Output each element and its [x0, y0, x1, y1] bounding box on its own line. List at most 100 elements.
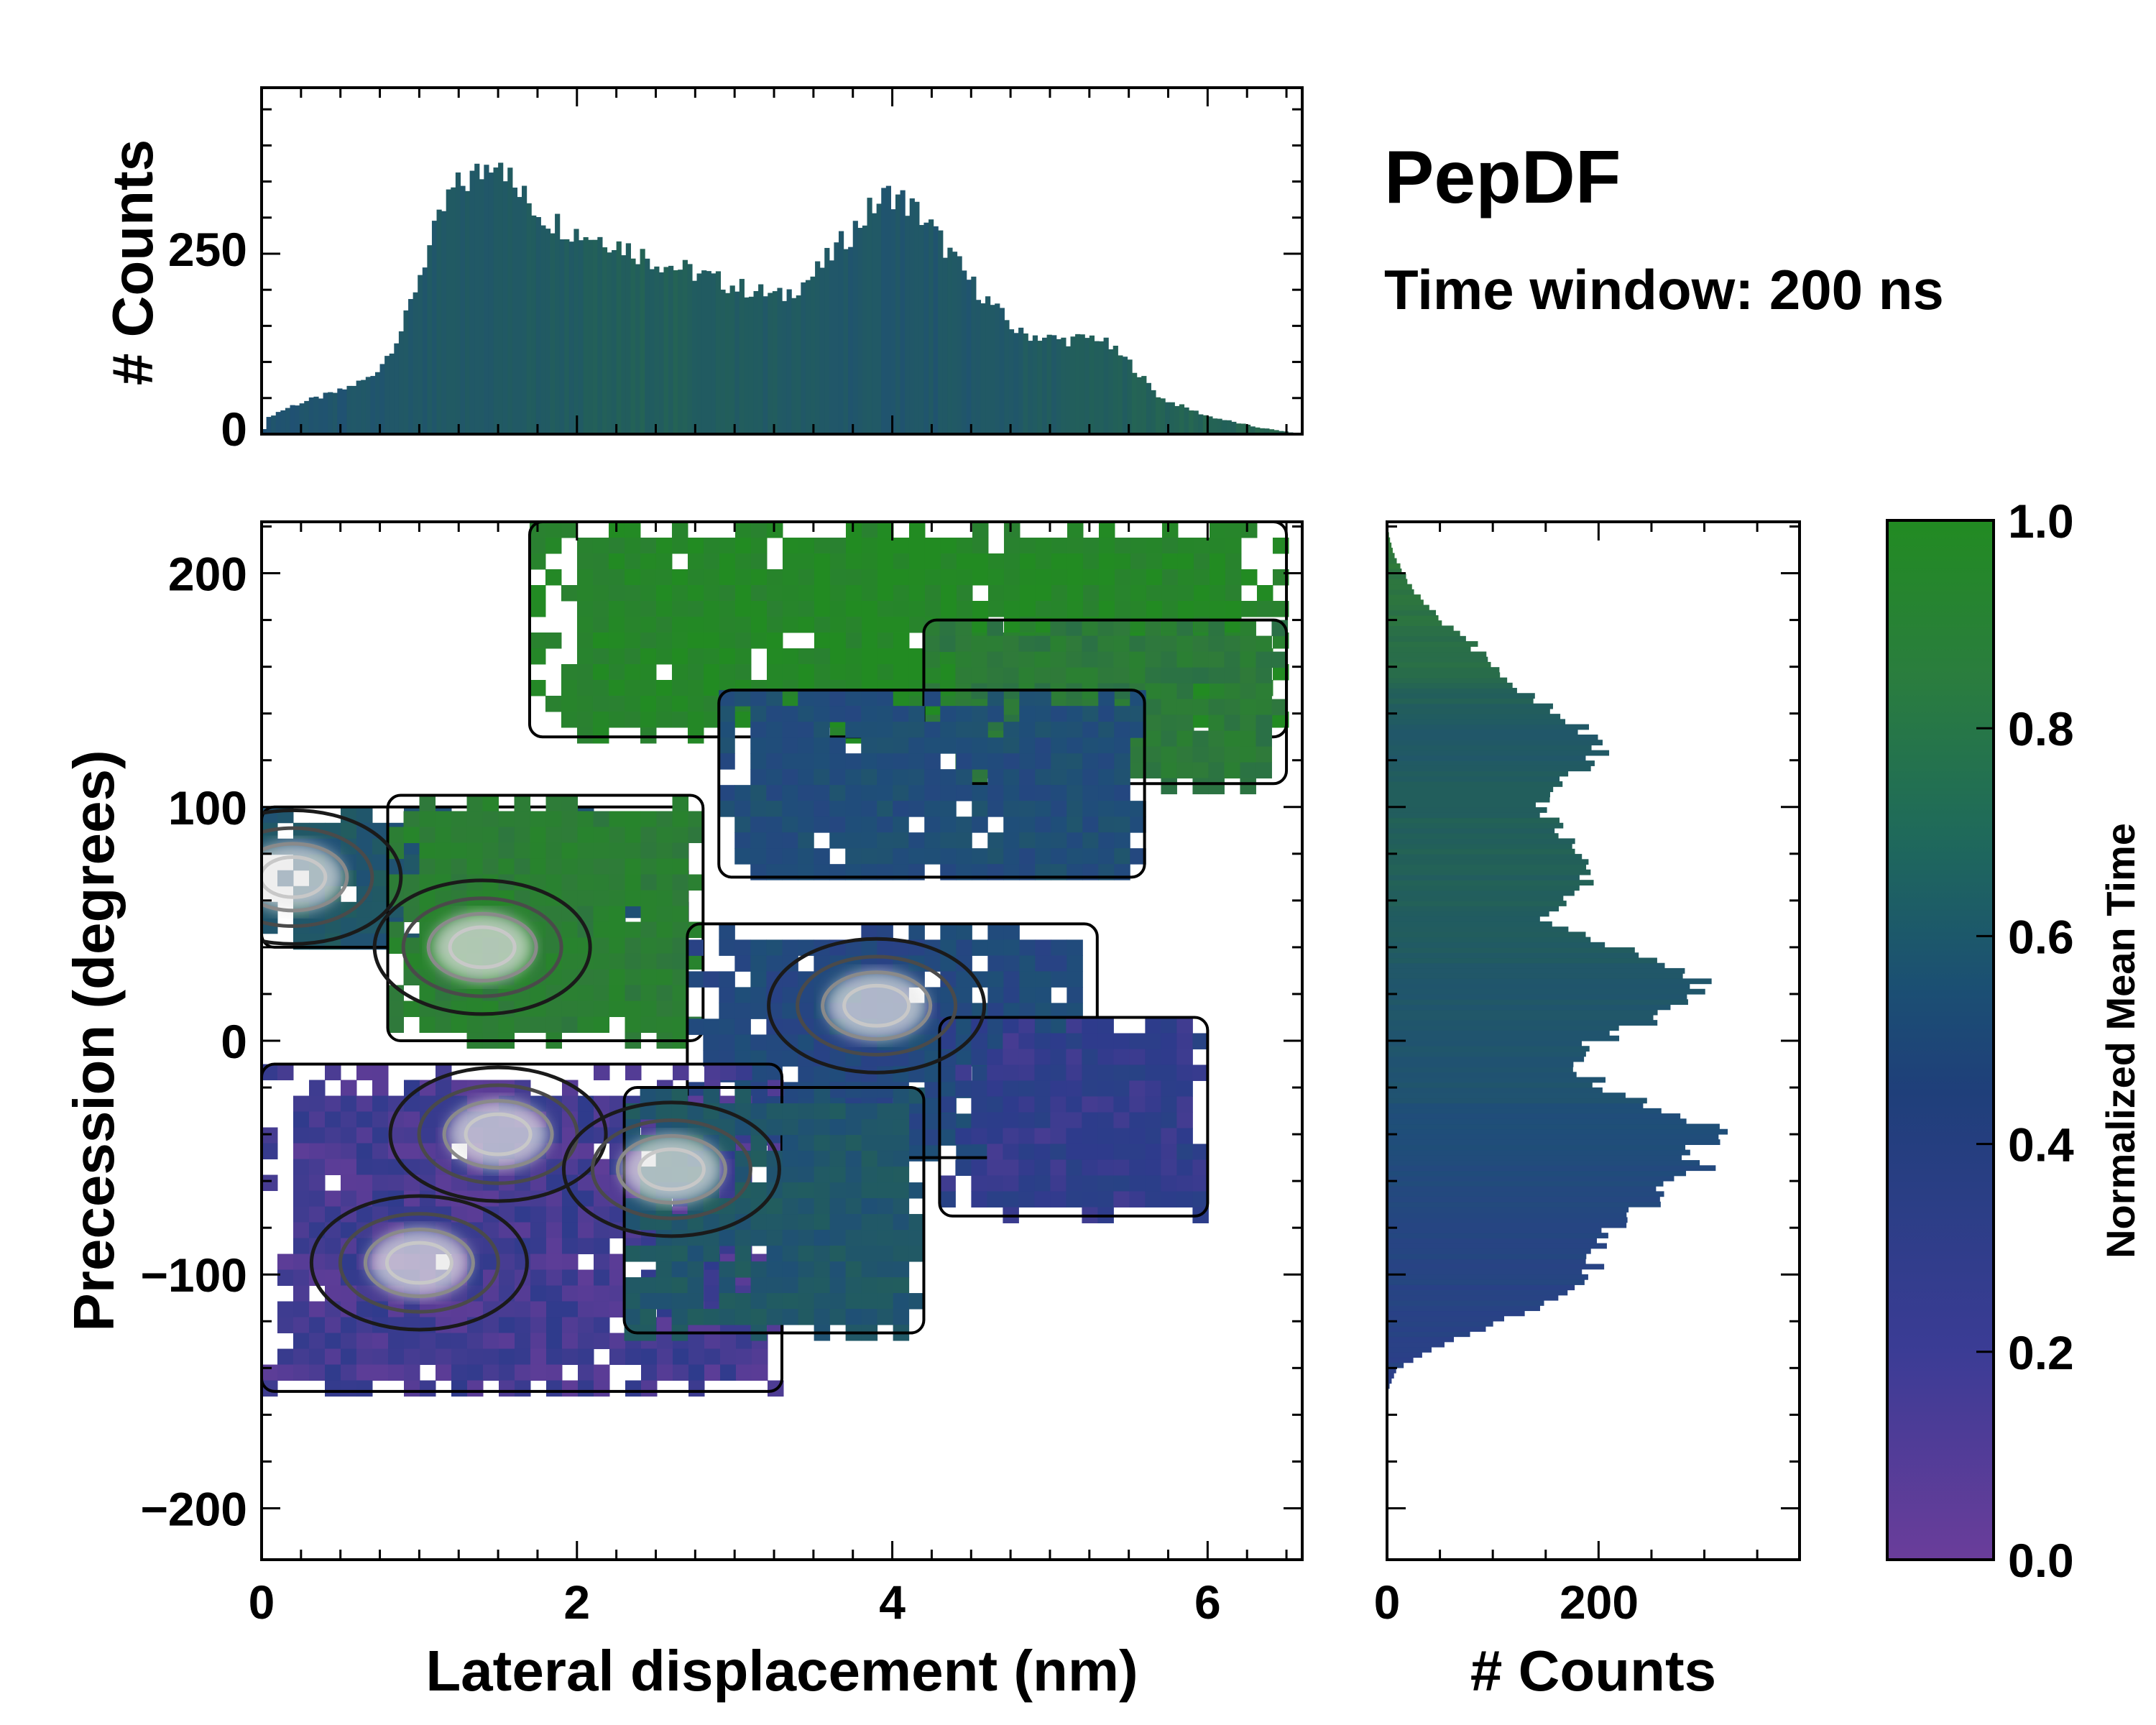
heatmap-cell: [1098, 801, 1115, 817]
heatmap-cell: [1050, 1159, 1067, 1176]
heatmap-cell: [671, 601, 688, 617]
heatmap-cell: [719, 648, 736, 665]
right-histogram-frame: [1386, 520, 1801, 1561]
heatmap-cell: [1113, 1191, 1130, 1208]
heatmap-cell: [908, 664, 926, 681]
heatmap-cell: [734, 1034, 751, 1051]
heatmap-cell: [814, 569, 831, 586]
heatmap-cell: [499, 1285, 515, 1302]
heatmap-cell: [546, 1317, 563, 1334]
heatmap-cell: [766, 769, 783, 786]
heatmap-cell: [861, 664, 878, 681]
right-histogram-bar: [1387, 604, 1429, 611]
heatmap-cell: [451, 1380, 468, 1397]
heatmap-cell: [546, 1333, 563, 1350]
heatmap-cell: [608, 680, 625, 696]
heatmap-cell: [908, 522, 926, 538]
heatmap-cell: [940, 585, 957, 602]
top-histogram-bar: [975, 300, 982, 434]
right-histogram-bar: [1387, 967, 1685, 974]
heatmap-cell: [798, 617, 815, 633]
heatmap-cell: [1145, 1191, 1161, 1208]
heatmap-cell: [703, 1018, 719, 1035]
heatmap-cell: [545, 874, 563, 891]
heatmap-cell: [656, 1000, 673, 1018]
heatmap-cell: [656, 1016, 673, 1034]
heatmap-cell: [782, 648, 799, 665]
heatmap-cell: [704, 1285, 721, 1302]
heatmap-cell: [1018, 635, 1035, 653]
heatmap-cell: [309, 1159, 326, 1176]
heatmap-cell: [829, 648, 847, 665]
heatmap-cell: [1176, 746, 1193, 763]
heatmap-cell: [1082, 706, 1099, 722]
heatmap-cell: [624, 1277, 641, 1294]
heatmap-cell: [1225, 553, 1242, 570]
heatmap-cell: [877, 1214, 894, 1230]
heatmap-cell: [325, 1380, 341, 1397]
heatmap-cell: [546, 1238, 563, 1255]
heatmap-cell: [861, 1293, 878, 1310]
heatmap-cell: [877, 1198, 894, 1215]
heatmap-cell: [655, 1246, 673, 1262]
heatmap-cell: [625, 1016, 642, 1034]
right-histogram-bars: [1387, 527, 1728, 1394]
top-histogram-bar: [914, 201, 920, 434]
heatmap-cell: [734, 801, 751, 817]
heatmap-cell: [845, 1082, 862, 1098]
heatmap-cell: [1145, 1144, 1161, 1160]
heatmap-cell: [1018, 1049, 1035, 1065]
heatmap-cell: [293, 1254, 310, 1271]
heatmap-cell: [1161, 651, 1177, 668]
heatmap-cell: [451, 811, 468, 828]
right-histogram-bar: [1387, 1373, 1394, 1379]
heatmap-cell: [1082, 553, 1100, 570]
top-histogram-bar: [323, 392, 328, 434]
heatmap-cell: [861, 737, 877, 754]
heatmap-cell: [956, 569, 973, 586]
heatmap-cell: [545, 632, 562, 649]
heatmap-cell: [687, 1082, 704, 1098]
heatmap-cell: [956, 1003, 972, 1019]
heatmap-cell: [1097, 1033, 1114, 1049]
heatmap-cell: [782, 1103, 799, 1120]
heatmap-cell: [530, 1222, 547, 1239]
top-histogram-bar: [328, 392, 333, 434]
heatmap-cell: [908, 648, 926, 665]
heatmap-cell: [798, 1246, 815, 1262]
heatmap-cell: [1034, 1033, 1051, 1049]
heatmap-cell: [1129, 667, 1146, 684]
right-histogram-bar: [1387, 812, 1540, 819]
top-histogram-bar: [1094, 341, 1100, 434]
heatmap-cell: [576, 538, 594, 554]
heatmap-cell: [1018, 1175, 1035, 1192]
heatmap-cell: [972, 601, 989, 617]
heatmap-cell: [640, 1309, 657, 1325]
right-histogram-bar: [1387, 1336, 1455, 1343]
heatmap-cell: [1177, 585, 1194, 602]
top-histogram-bar: [436, 209, 442, 434]
heatmap-cell: [734, 601, 752, 617]
top-histogram-bar: [1174, 405, 1180, 434]
heatmap-cell: [687, 538, 704, 554]
heatmap-cell: [1161, 601, 1179, 617]
heatmap-cell: [562, 1285, 579, 1302]
heatmap-cell: [893, 1034, 909, 1051]
heatmap-cell: [1003, 1064, 1019, 1081]
heatmap-cell: [419, 842, 436, 860]
heatmap-cell: [1035, 601, 1052, 617]
heatmap-cell: [1209, 522, 1226, 538]
heatmap-cell: [924, 801, 941, 817]
heatmap-cell: [687, 569, 704, 586]
top-histogram-bar: [275, 412, 281, 434]
heatmap-cell: [1176, 1175, 1193, 1192]
heatmap-cell: [1034, 635, 1051, 653]
heatmap-cell: [1098, 848, 1115, 865]
heatmap-cell: [845, 601, 862, 617]
heatmap-cell: [687, 939, 704, 956]
heatmap-cell: [1051, 753, 1067, 770]
heatmap-cell: [971, 1080, 987, 1097]
heatmap-cell: [1208, 699, 1225, 716]
heatmap-region: [386, 794, 705, 1049]
heatmap-cell: [641, 1364, 658, 1381]
